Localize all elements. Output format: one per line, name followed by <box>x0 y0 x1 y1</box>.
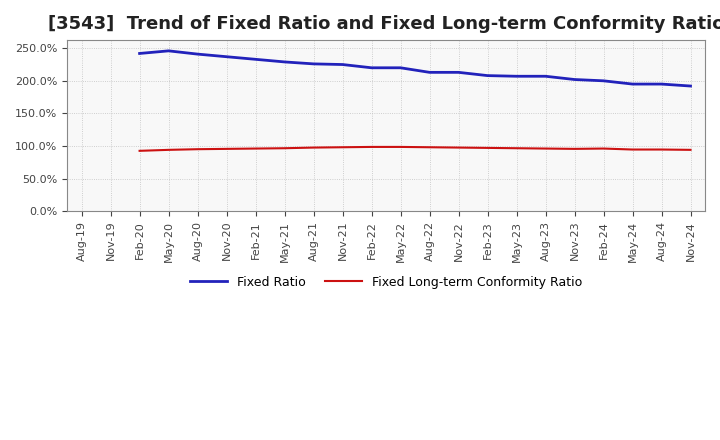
Fixed Ratio <box>193 51 202 57</box>
Fixed Ratio <box>512 73 521 79</box>
Fixed Long-term Conformity Ratio <box>280 146 289 151</box>
Fixed Long-term Conformity Ratio <box>599 146 608 151</box>
Fixed Long-term Conformity Ratio <box>396 144 405 150</box>
Fixed Long-term Conformity Ratio <box>512 146 521 151</box>
Fixed Long-term Conformity Ratio <box>222 146 231 151</box>
Fixed Long-term Conformity Ratio <box>367 144 376 150</box>
Fixed Ratio <box>483 73 492 78</box>
Fixed Long-term Conformity Ratio <box>686 147 695 153</box>
Fixed Ratio <box>628 81 636 87</box>
Fixed Ratio <box>367 65 376 70</box>
Fixed Long-term Conformity Ratio <box>338 145 347 150</box>
Fixed Ratio <box>570 77 579 82</box>
Fixed Ratio <box>164 48 173 54</box>
Fixed Long-term Conformity Ratio <box>309 145 318 150</box>
Fixed Long-term Conformity Ratio <box>657 147 666 152</box>
Fixed Ratio <box>309 61 318 66</box>
Fixed Ratio <box>426 70 434 75</box>
Fixed Long-term Conformity Ratio <box>135 148 144 154</box>
Fixed Long-term Conformity Ratio <box>570 146 579 151</box>
Fixed Long-term Conformity Ratio <box>251 146 260 151</box>
Fixed Ratio <box>657 81 666 87</box>
Fixed Ratio <box>686 84 695 89</box>
Fixed Long-term Conformity Ratio <box>426 145 434 150</box>
Fixed Long-term Conformity Ratio <box>628 147 636 152</box>
Line: Fixed Ratio: Fixed Ratio <box>140 51 690 86</box>
Fixed Long-term Conformity Ratio <box>541 146 550 151</box>
Fixed Ratio <box>541 73 550 79</box>
Fixed Long-term Conformity Ratio <box>483 145 492 150</box>
Line: Fixed Long-term Conformity Ratio: Fixed Long-term Conformity Ratio <box>140 147 690 151</box>
Title: [3543]  Trend of Fixed Ratio and Fixed Long-term Conformity Ratio: [3543] Trend of Fixed Ratio and Fixed Lo… <box>48 15 720 33</box>
Fixed Ratio <box>251 57 260 62</box>
Fixed Ratio <box>338 62 347 67</box>
Fixed Ratio <box>599 78 608 84</box>
Fixed Ratio <box>454 70 463 75</box>
Fixed Long-term Conformity Ratio <box>454 145 463 150</box>
Fixed Ratio <box>135 51 144 56</box>
Legend: Fixed Ratio, Fixed Long-term Conformity Ratio: Fixed Ratio, Fixed Long-term Conformity … <box>184 271 588 294</box>
Fixed Ratio <box>280 59 289 65</box>
Fixed Long-term Conformity Ratio <box>164 147 173 153</box>
Fixed Long-term Conformity Ratio <box>193 147 202 152</box>
Fixed Ratio <box>396 65 405 70</box>
Fixed Ratio <box>222 54 231 59</box>
